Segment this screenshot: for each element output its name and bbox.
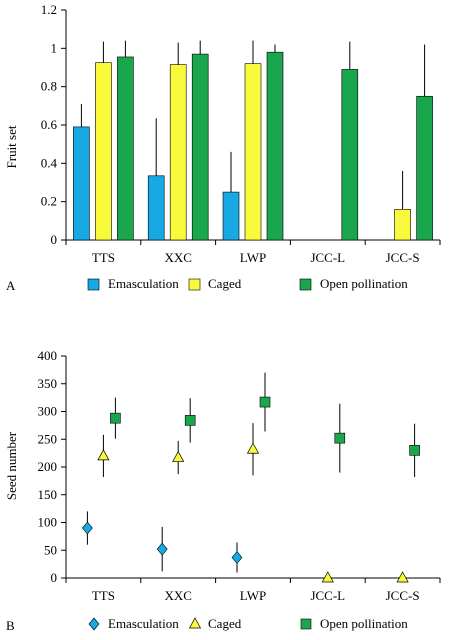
panel-b-y-tick-label: 150 [38,487,58,502]
panel-b-point-square [334,432,346,444]
panel-a-y-tick-label: 0.4 [41,155,58,170]
panel-a-y-tick-label: 0.8 [41,79,57,94]
panel-a-x-tick-label: TTS [92,250,115,265]
panel-b-point-square [409,445,420,456]
panel-a-bar [169,64,187,241]
panel-b-chart: Seed number B 0 50 100 150 200 250 300 350 400 TT… [4,348,441,633]
panel-b-point-triangle [97,449,110,461]
panel-b-x-tick-label: XXC [164,588,191,603]
panel-b-y-tick-label: 250 [38,431,58,446]
panel-a-legend-label: Caged [208,276,242,291]
panel-b-x-tick-label: JCC-S [386,588,420,603]
panel-b-x-tick-label: JCC-L [310,588,345,603]
panel-b-y-tick-label: 400 [38,348,58,363]
panel-a-bar [266,51,284,241]
panel-b-y-tick-label: 200 [38,459,58,474]
panel-b-point-triangle [321,571,334,583]
panel-b-y-axis-label: Seed number [4,431,19,500]
panel-a-y-axis-label: Fruit set [4,125,19,168]
panel-b-point-triangle [396,571,409,583]
panel-b-point-square [110,412,121,424]
panel-a-legend-label: Emasculation [108,276,179,291]
panel-b-x-tick-label: LWP [240,588,266,603]
panel-a-bar [73,126,90,241]
panel-b-legend-diamond [88,617,100,631]
panel-a-bar [394,209,411,241]
panel-a-legend-label: Open pollination [320,276,408,291]
panel-b-legend-square [300,618,312,630]
panel-b-legend-label: Emasculation [108,616,179,631]
panel-a-y-tick-label: 0.6 [41,117,58,132]
panel-b-point-square [184,415,196,426]
panel-b-legend-label: Caged [208,616,242,631]
panel-b-point-diamond [231,550,243,564]
panel-b-y-tick-label: 100 [38,515,58,530]
panel-b-point-triangle [246,442,260,454]
panel-b-y-tick-label: 350 [38,376,58,391]
panel-a-bar [95,62,112,241]
panel-a-y-tick-label: 0 [51,232,58,247]
panel-a-y-tick-label: 1 [51,40,58,55]
panel-a-bar [222,191,240,241]
panel-a-legend-swatch [299,278,312,291]
panel-a-letter: A [6,278,16,293]
panel-b-x-tick-label: TTS [92,588,115,603]
panel-b-point-square [259,396,271,408]
panel-b-point-diamond [156,542,168,556]
panel-a-y-tick-label: 0.2 [41,194,57,209]
panel-a-x-tick-label: JCC-L [310,250,345,265]
panel-a-x-tick-label: XXC [164,250,191,265]
panel-b-legend-label: Open pollination [320,616,408,631]
panel-a-bar [416,95,433,241]
panel-b-legend-triangle [188,617,202,629]
panel-b-letter: B [6,618,15,633]
panel-b-point-diamond [82,521,93,535]
panel-a-y-tick-label: 1.2 [41,2,57,17]
panel-a-bar [341,69,359,241]
panel-a-x-tick-label: JCC-S [386,250,420,265]
panel-b-y-tick-label: 50 [44,542,57,557]
panel-a-legend-swatch [188,278,201,291]
panel-a-bar [244,63,262,241]
panel-b-y-tick-label: 0 [51,570,58,585]
panel-a-chart: Fruit set A 0 0.2 0.4 0.6 0.8 1 1.2 TTS XXC LWP JC… [4,2,441,293]
panel-b-y-tick-label: 300 [38,404,58,419]
panel-a-bar [147,175,165,241]
panel-a-bar [191,53,209,241]
panel-a-bar [117,56,134,241]
panel-a-legend-swatch [87,278,100,291]
panel-a-x-tick-label: LWP [240,250,266,265]
panel-b-point-triangle [172,450,185,462]
